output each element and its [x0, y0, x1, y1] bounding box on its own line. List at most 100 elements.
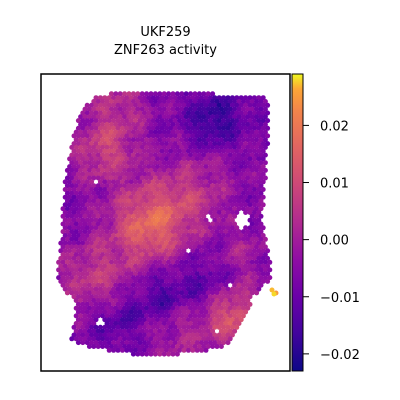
spot — [111, 202, 117, 208]
spot — [238, 248, 244, 254]
spot — [192, 152, 198, 158]
spot — [119, 156, 125, 162]
spot — [227, 106, 233, 112]
spot — [135, 259, 141, 265]
spot — [106, 240, 112, 246]
spot — [212, 332, 218, 338]
spot — [106, 110, 112, 116]
spot — [254, 106, 260, 112]
spot — [181, 233, 187, 238]
spot — [111, 340, 117, 346]
spot — [163, 324, 169, 330]
spot — [254, 252, 260, 258]
spot — [60, 221, 66, 227]
spot — [172, 301, 178, 307]
spot — [111, 271, 117, 277]
spot — [108, 321, 114, 326]
chart-title-line-1: UKF259 — [140, 25, 191, 40]
spot — [146, 340, 152, 346]
spot — [117, 175, 123, 181]
spot — [155, 118, 161, 124]
spot — [179, 190, 185, 196]
spot — [139, 99, 145, 104]
spot — [201, 122, 207, 127]
spot — [212, 278, 218, 284]
spot — [181, 263, 187, 269]
spot — [93, 95, 99, 101]
spot — [221, 141, 227, 147]
spot — [210, 190, 216, 196]
spot — [128, 102, 134, 108]
spot — [214, 305, 220, 311]
spot — [155, 347, 161, 353]
spot — [172, 317, 178, 323]
spot — [210, 106, 216, 112]
spot — [108, 167, 114, 173]
spot — [67, 171, 73, 177]
spot — [56, 267, 62, 273]
spot — [152, 213, 158, 219]
spot — [126, 206, 132, 212]
spot — [179, 344, 185, 349]
spot — [238, 317, 244, 323]
spot — [80, 278, 86, 284]
spot — [192, 229, 198, 235]
spot — [245, 236, 251, 242]
spot — [181, 102, 187, 108]
spot — [157, 183, 163, 189]
spot — [179, 298, 185, 303]
spot — [95, 99, 101, 104]
spot — [203, 95, 209, 101]
spot — [89, 278, 95, 284]
spot — [210, 252, 216, 258]
spot — [146, 240, 152, 246]
spot — [234, 309, 240, 315]
spot — [170, 106, 176, 112]
spot — [199, 233, 205, 238]
spot — [128, 248, 134, 254]
spot — [108, 298, 114, 303]
spot — [82, 282, 88, 288]
spot — [104, 213, 110, 219]
spot — [102, 179, 108, 185]
spot — [97, 278, 103, 284]
spot — [190, 240, 196, 246]
spot — [93, 148, 99, 154]
spot — [254, 152, 260, 158]
spot — [97, 210, 103, 215]
spot — [135, 275, 141, 281]
spot — [117, 259, 123, 265]
spot — [146, 179, 152, 185]
spot — [247, 187, 253, 192]
spot — [113, 206, 119, 212]
spot — [100, 190, 106, 196]
spot — [190, 340, 196, 346]
spot — [130, 282, 136, 288]
spot — [139, 129, 145, 135]
spot — [126, 328, 132, 334]
spot — [161, 305, 167, 311]
spot — [104, 321, 110, 326]
spot — [122, 183, 128, 189]
spot — [62, 278, 68, 284]
spot — [106, 294, 112, 300]
colorbar-tick-label: −0.02 — [320, 348, 360, 363]
spot — [60, 282, 66, 288]
spot — [251, 286, 257, 292]
spot — [210, 344, 216, 349]
spot — [128, 164, 134, 170]
spot — [221, 271, 227, 277]
spot — [166, 144, 172, 150]
spot — [157, 114, 163, 120]
spot — [249, 213, 255, 219]
spot — [115, 118, 121, 124]
spot — [102, 301, 108, 307]
spot — [243, 202, 249, 208]
spot — [100, 122, 106, 127]
spot — [113, 236, 119, 242]
spot — [155, 255, 161, 261]
spot — [124, 278, 130, 284]
spot — [135, 183, 141, 189]
spot — [91, 275, 97, 281]
